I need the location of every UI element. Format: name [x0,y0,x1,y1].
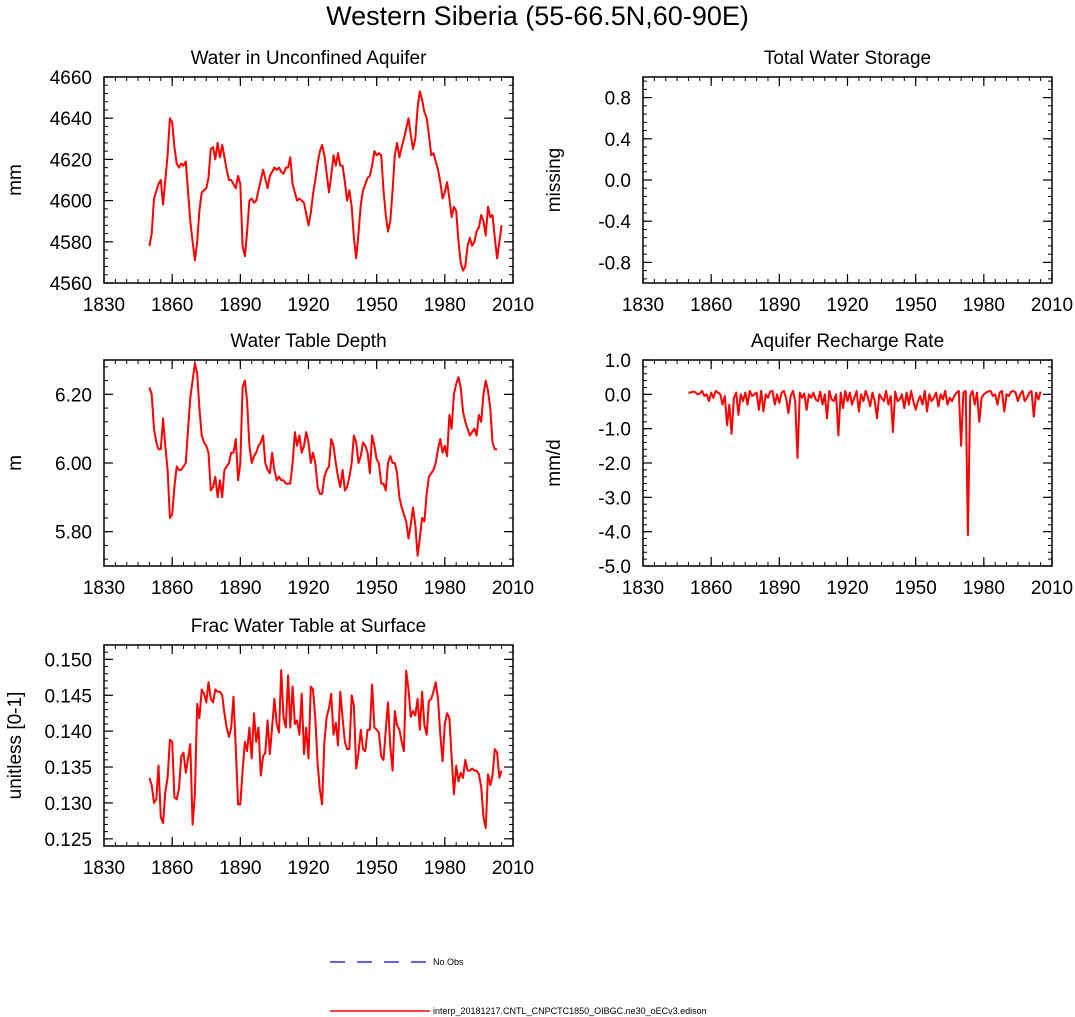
x-tick-label: 1890 [758,578,800,599]
x-tick-label: 1830 [83,295,125,316]
x-tick-label: 1950 [356,295,398,316]
y-axis-label: m [5,455,26,471]
x-tick-label: 1950 [356,578,398,599]
plot-frame [642,76,1053,284]
x-tick-label: 1860 [690,295,732,316]
y-tick-label: 1.0 [605,351,631,372]
y-tick-label: 0.0 [605,171,631,192]
y-tick-label: 6.20 [55,385,92,406]
x-tick-label: 1890 [219,295,261,316]
x-tick-label: 1920 [287,295,329,316]
x-tick-label: 1890 [758,295,800,316]
y-tick-label: 0.8 [605,89,631,110]
panel-3: Aquifer Recharge Rate 1830 1860 1890 1920 195… [544,331,1073,599]
panel-1: Total Water Storage 1830 1860 1890 1920 1950 1… [544,48,1073,316]
x-tick-label: 1950 [895,295,937,316]
x-tick-label: 1920 [287,858,329,879]
x-tick-label: 1830 [622,295,664,316]
x-tick-label: 1860 [151,858,193,879]
panel-0: Water in Unconfined Aquifer 1830 1860 1890 1… [5,48,534,316]
x-tick-label: 1980 [963,578,1005,599]
y-tick-label: 6.00 [55,454,92,475]
x-tick-label: 1860 [151,578,193,599]
y-tick-label: -5.0 [598,557,631,578]
figure-title: Western Siberia (55-66.5N,60-90E) [326,1,749,31]
x-tick-label: 1860 [151,295,193,316]
x-tick-label: 1980 [424,578,466,599]
x-tick-label: 1980 [424,858,466,879]
y-tick-label: 5.80 [55,523,92,544]
y-tick-label: 4620 [50,150,92,171]
y-tick-label: -3.0 [598,488,631,509]
y-tick-label: 0.150 [44,650,92,671]
x-tick-label: 1950 [895,578,937,599]
y-tick-label: 4560 [50,274,92,295]
y-axis-label: mm [5,164,26,196]
x-tick-label: 1860 [690,578,732,599]
legend-label-model: interp_20181217.CNTL_CNPCTC1850_OIBGC.ne… [433,1006,707,1016]
x-tick-label: 2010 [492,858,534,879]
y-axis-label: missing [544,148,565,212]
plot-frame [103,359,514,567]
x-tick-label: 1920 [826,578,868,599]
x-tick-label: 1890 [219,858,261,879]
panel-2: Water Table Depth 1830 1860 1890 1920 1950 198… [5,331,534,599]
plot-frame [103,644,514,847]
y-tick-label: -2.0 [598,454,631,475]
series-line [148,90,503,272]
y-tick-label: -4.0 [598,523,631,544]
legend-label-no-obs: No Obs [433,957,464,967]
x-tick-label: 1920 [287,578,329,599]
panel-title: Total Water Storage [764,48,931,69]
y-tick-label: 4600 [50,192,92,213]
y-tick-label: -1.0 [598,420,631,441]
y-tick-label: 0.140 [44,722,92,743]
y-tick-label: 0.0 [605,385,631,406]
plot-frame [642,359,1053,567]
x-tick-label: 1920 [826,295,868,316]
panel-title: Aquifer Recharge Rate [751,331,944,352]
x-tick-label: 1830 [83,578,125,599]
series-line [688,389,1042,537]
series-line [148,669,503,830]
y-axis-label: unitless [0-1] [5,692,26,800]
plot-frame [103,76,514,284]
x-tick-label: 1980 [424,295,466,316]
y-tick-label: 0.4 [605,130,632,151]
y-tick-label: 4660 [50,68,92,89]
x-tick-label: 1950 [356,858,398,879]
y-tick-label: 4640 [50,109,92,130]
y-axis-label: mm/d [544,439,565,487]
series-line [148,362,498,557]
y-tick-label: 0.130 [44,794,92,815]
panel-title: Frac Water Table at Surface [191,616,427,637]
x-tick-label: 1890 [219,578,261,599]
x-tick-label: 2010 [1031,295,1073,316]
y-tick-label: 4580 [50,233,92,254]
panel-title: Water in Unconfined Aquifer [191,48,428,69]
y-tick-label: -0.8 [598,253,631,274]
x-tick-label: 1980 [963,295,1005,316]
x-tick-label: 1830 [83,858,125,879]
panel-4: Frac Water Table at Surface 1830 1860 1890 1… [5,616,534,879]
y-tick-label: -0.4 [598,212,631,233]
x-tick-label: 2010 [1031,578,1073,599]
y-tick-label: 0.145 [44,686,92,707]
y-tick-label: 0.125 [44,830,92,851]
x-tick-label: 2010 [492,578,534,599]
y-tick-label: 0.135 [44,758,92,779]
x-tick-label: 2010 [492,295,534,316]
x-tick-label: 1830 [622,578,664,599]
panel-title: Water Table Depth [230,331,386,352]
